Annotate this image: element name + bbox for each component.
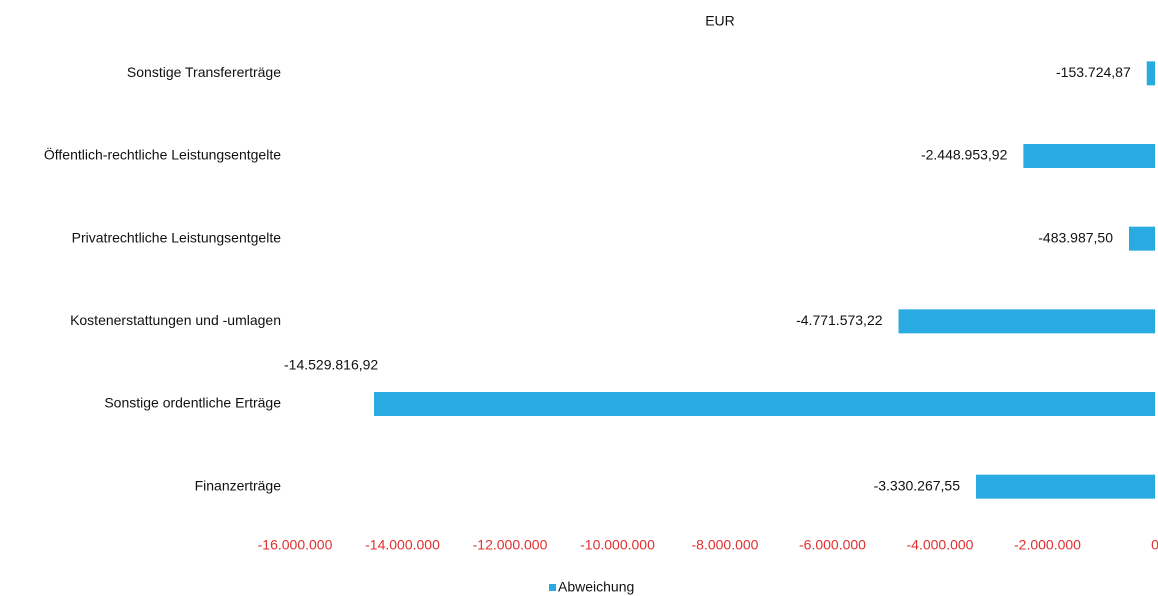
x-tick-label: -8.000.000	[692, 537, 759, 553]
data-label: -2.448.953,92	[921, 147, 1008, 163]
data-label: -3.330.267,55	[874, 477, 961, 493]
chart-title: EUR	[705, 13, 735, 29]
y-tick-label: Öffentlich-rechtliche Leistungsentgelte	[44, 146, 281, 163]
y-tick-label: Finanzerträge	[195, 477, 282, 493]
data-label: -4.771.573,22	[796, 312, 883, 328]
bar	[1128, 226, 1155, 251]
x-tick-label: -14.000.000	[365, 537, 440, 553]
x-tick-label: -10.000.000	[580, 537, 655, 553]
y-tick-label: Kostenerstattungen und -umlagen	[70, 312, 281, 328]
x-tick-label: -6.000.000	[799, 537, 866, 553]
bar	[1146, 61, 1155, 86]
x-tick-label: -16.000.000	[258, 537, 333, 553]
data-label: -483.987,50	[1038, 229, 1113, 245]
bar	[975, 474, 1155, 499]
x-tick-label: -2.000.000	[1014, 537, 1081, 553]
y-tick-label: Privatrechtliche Leistungsentgelte	[72, 229, 282, 245]
y-tick-label: Sonstige ordentliche Erträge	[104, 395, 281, 411]
data-label: -14.529.816,92	[284, 357, 378, 373]
x-tick-label: -4.000.000	[907, 537, 974, 553]
bar	[1023, 144, 1155, 168]
y-tick-label: Sonstige Transfererträge	[127, 64, 281, 80]
bar	[374, 392, 1155, 416]
x-tick-label: -12.000.000	[473, 537, 548, 553]
x-tick-label: 0	[1151, 537, 1158, 553]
data-label: -153.724,87	[1056, 64, 1131, 80]
legend-swatch	[549, 584, 556, 591]
bar	[898, 309, 1155, 334]
legend-label: Abweichung	[558, 579, 634, 595]
